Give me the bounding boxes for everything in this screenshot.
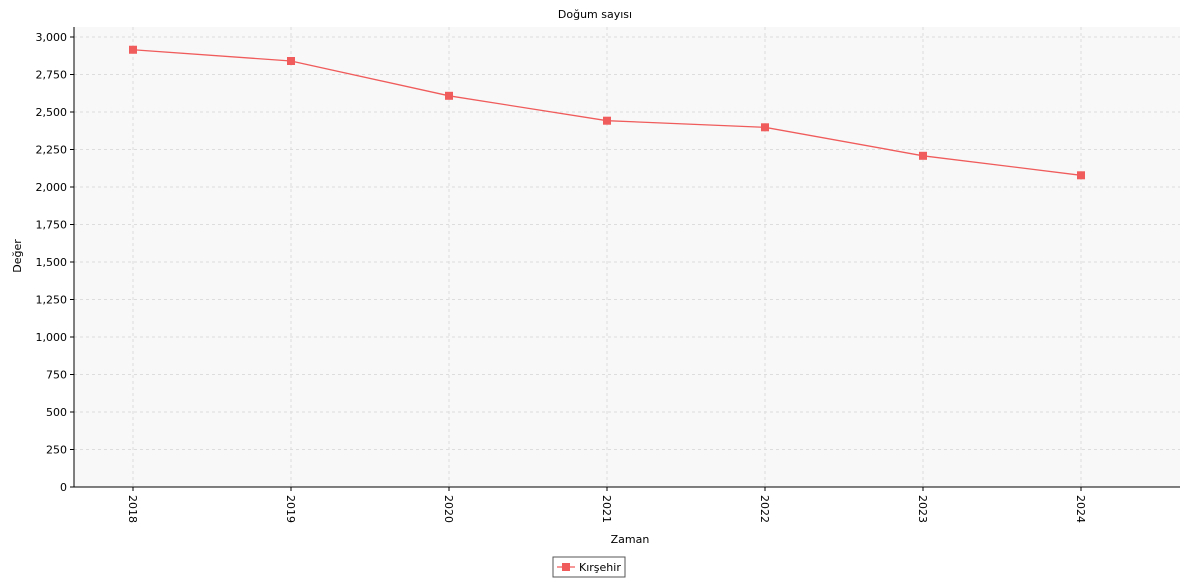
data-point bbox=[287, 57, 295, 65]
x-tick-label: 2022 bbox=[758, 495, 771, 523]
x-tick-label: 2023 bbox=[916, 495, 929, 523]
y-tick-label: 2,750 bbox=[36, 69, 68, 82]
y-tick-label: 0 bbox=[60, 481, 67, 494]
y-tick-label: 500 bbox=[46, 406, 67, 419]
x-tick-label: 2018 bbox=[126, 495, 139, 523]
plot-area bbox=[74, 27, 1180, 487]
legend: Kırşehir bbox=[552, 556, 626, 578]
series-group bbox=[129, 45, 1085, 180]
x-tick-label: 2021 bbox=[600, 495, 613, 523]
data-point bbox=[445, 91, 453, 100]
data-point bbox=[603, 116, 611, 125]
y-tick-label: 1,250 bbox=[36, 294, 68, 307]
x-axis-label: Zaman bbox=[611, 533, 650, 546]
y-tick-label: 3,000 bbox=[36, 31, 68, 44]
y-tick-label: 750 bbox=[46, 369, 67, 382]
data-point bbox=[761, 123, 769, 132]
y-tick-label: 2,500 bbox=[36, 106, 68, 119]
chart-title: Doğum sayısı bbox=[558, 8, 632, 21]
data-point bbox=[129, 45, 137, 54]
y-tick-labels: 0 250 500 750 1,000 1,250 1,500 1,750 2,000 2,250… bbox=[36, 31, 74, 494]
x-tick-labels: 2018 2019 2020 2021 2022 2023 2024 bbox=[126, 487, 1087, 523]
legend-marker-swatch bbox=[562, 563, 570, 571]
y-tick-label: 2,000 bbox=[36, 181, 68, 194]
data-point bbox=[1077, 171, 1085, 180]
data-point bbox=[919, 151, 927, 160]
y-tick-label: 2,250 bbox=[36, 144, 68, 157]
x-tick-label: 2019 bbox=[284, 495, 297, 523]
legend-label: Kırşehir bbox=[579, 561, 621, 574]
x-tick-label: 2024 bbox=[1074, 495, 1087, 523]
gridlines bbox=[74, 27, 1180, 487]
legend-box bbox=[552, 556, 626, 578]
y-tick-label: 1,750 bbox=[36, 219, 68, 232]
x-tick-label: 2020 bbox=[442, 495, 455, 523]
y-tick-label: 1,500 bbox=[36, 256, 68, 269]
axes bbox=[73, 27, 1180, 488]
y-axis-label: Değer bbox=[11, 239, 24, 273]
y-tick-label: 1,000 bbox=[36, 331, 68, 344]
y-tick-label: 250 bbox=[46, 444, 67, 457]
